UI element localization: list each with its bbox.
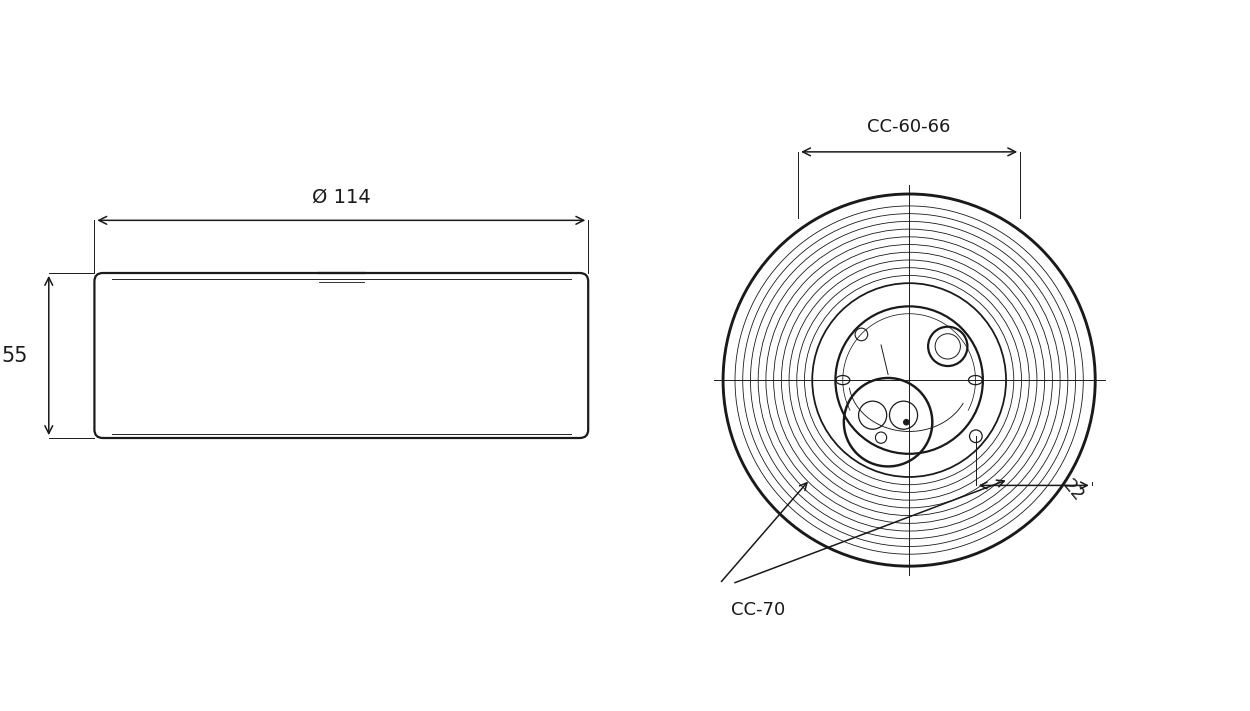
Text: 22: 22	[1059, 476, 1088, 506]
Text: Ø 114: Ø 114	[312, 187, 371, 206]
Circle shape	[904, 419, 909, 425]
Text: 55: 55	[1, 346, 27, 365]
Text: CC-60-66: CC-60-66	[867, 119, 951, 137]
Text: CC-70: CC-70	[731, 602, 785, 619]
